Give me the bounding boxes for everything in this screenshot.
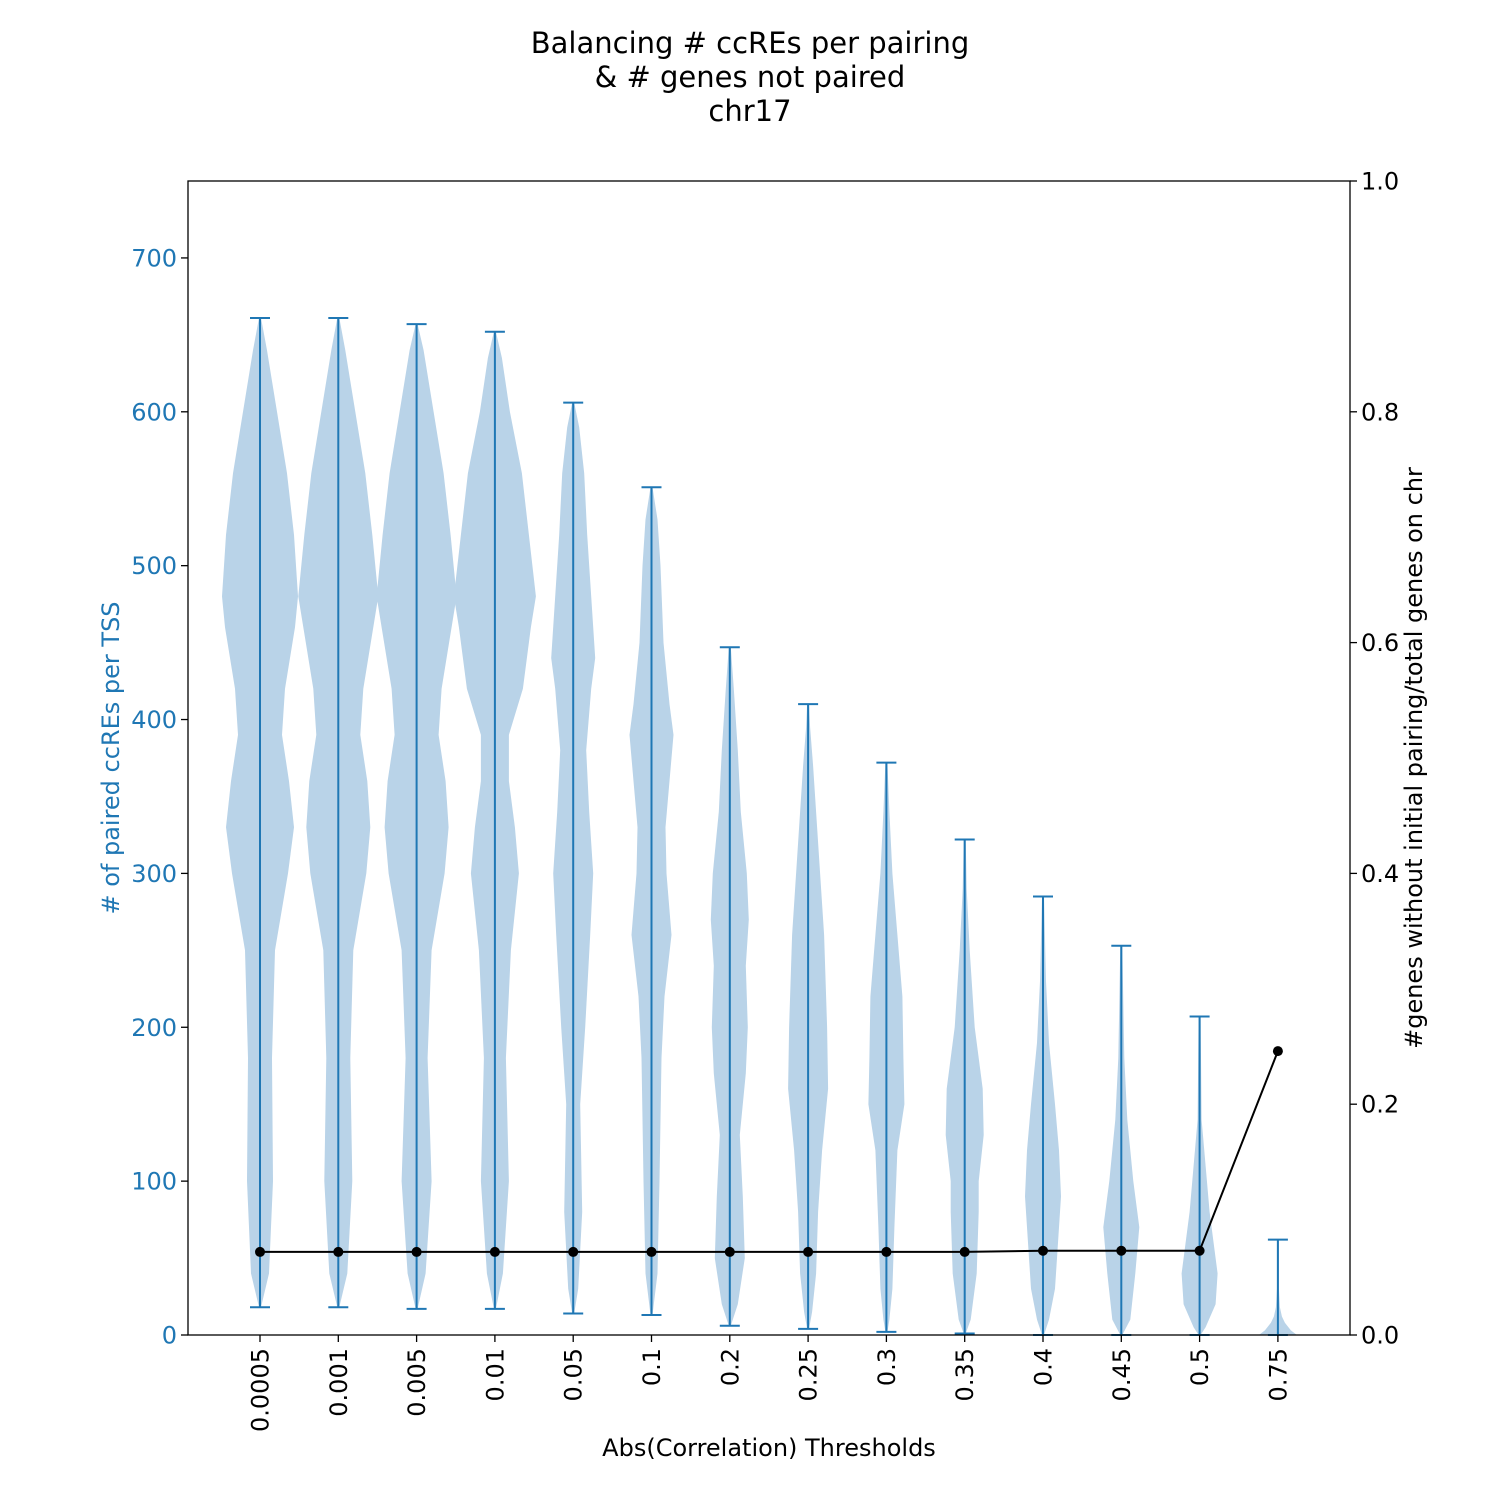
plot-area-frame (187, 180, 1351, 1336)
chart-title-line-2: & # genes not paired (595, 60, 906, 94)
x-tick-label: 0.01 (481, 1348, 509, 1401)
left-tick-label: 700 (131, 244, 177, 272)
left-tick-label: 500 (131, 552, 177, 580)
x-tick-label: 0.005 (403, 1348, 431, 1417)
line-point-0.0005 (255, 1246, 265, 1257)
line-point-0.01 (489, 1246, 500, 1257)
line-point-0.35 (959, 1246, 970, 1257)
line-point-0.4 (1038, 1245, 1048, 1256)
x-tick-label: 0.35 (951, 1348, 979, 1401)
left-tick-label: 0 (162, 1322, 177, 1350)
violin-0.1 (629, 486, 674, 1316)
line-point-0.75 (1272, 1046, 1283, 1057)
violin-0.5 (1181, 1015, 1218, 1336)
x-tick-label: 0.0005 (247, 1348, 275, 1432)
x-axis: 0.0005 0.001 0.005 0.01 0.05 0.1 0.2 0.25 0.3 0.3… (247, 1335, 1292, 1432)
x-tick-label: 0.001 (325, 1348, 353, 1417)
line-point-0.25 (803, 1246, 814, 1257)
x-tick-label: 0.5 (1186, 1348, 1214, 1386)
line-point-0.001 (333, 1246, 344, 1257)
line-point-0.45 (1116, 1245, 1127, 1256)
left-tick-label: 400 (131, 706, 177, 734)
x-tick-label: 0.2 (716, 1348, 744, 1386)
line-point-0.005 (411, 1246, 422, 1257)
right-tick-label: 0.0 (1361, 1322, 1399, 1350)
violin-0.3 (868, 761, 905, 1333)
line-point-0.1 (646, 1246, 657, 1257)
left-y-axis-label: # of paired ccREs per TSS (97, 601, 125, 914)
violin-0.001 (298, 316, 379, 1309)
left-tick-label: 100 (131, 1168, 177, 1196)
right-tick-label: 0.6 (1361, 629, 1399, 657)
violin-0.75 (1258, 1238, 1297, 1336)
left-y-axis: 0 100 200 300 400 500 600 700 (131, 244, 188, 1350)
chart-title-line-1: Balancing # ccREs per pairing (531, 26, 969, 60)
left-tick-label: 600 (131, 398, 177, 426)
left-tick-label: 300 (131, 860, 177, 888)
right-tick-label: 0.2 (1361, 1091, 1399, 1119)
right-tick-label: 1.0 (1361, 168, 1399, 196)
violin-0.4 (1025, 895, 1061, 1336)
chart-title-line-3: chr17 (708, 94, 791, 128)
violin-0.005 (376, 323, 457, 1310)
x-tick-label: 0.3 (873, 1348, 901, 1386)
violin-0.0005 (222, 316, 298, 1309)
line-point-0.3 (881, 1246, 892, 1257)
right-tick-label: 0.4 (1361, 860, 1399, 888)
violin-0.2 (710, 646, 749, 1327)
violin-0.45 (1103, 944, 1140, 1336)
violin-0.05 (551, 401, 596, 1315)
violin-0.25 (788, 703, 829, 1330)
x-axis-label: Abs(Correlation) Thresholds (602, 1434, 936, 1462)
x-tick-label: 0.05 (560, 1348, 588, 1401)
x-tick-label: 0.25 (795, 1348, 823, 1401)
chart-title: Balancing # ccREs per pairing & # genes … (531, 26, 969, 128)
x-tick-label: 0.75 (1264, 1348, 1292, 1401)
unpaired-genes-line-series (255, 1046, 1283, 1257)
x-tick-label: 0.4 (1030, 1348, 1058, 1386)
line-point-0.2 (724, 1246, 735, 1257)
line-point-0.5 (1194, 1245, 1205, 1256)
violin-0.35 (945, 838, 984, 1335)
x-tick-label: 0.45 (1108, 1348, 1136, 1401)
right-y-axis-label: #genes without initial pairing/total gen… (1400, 467, 1428, 1049)
left-tick-label: 200 (131, 1014, 177, 1042)
unpaired-genes-line (260, 1050, 1279, 1253)
right-y-axis: 0.0 0.2 0.4 0.6 0.8 1.0 (1350, 168, 1399, 1350)
right-tick-label: 0.8 (1361, 398, 1399, 426)
violin-0.01 (453, 330, 536, 1310)
violin-series (222, 316, 1297, 1336)
line-point-0.05 (568, 1246, 579, 1257)
x-tick-label: 0.1 (638, 1348, 666, 1386)
